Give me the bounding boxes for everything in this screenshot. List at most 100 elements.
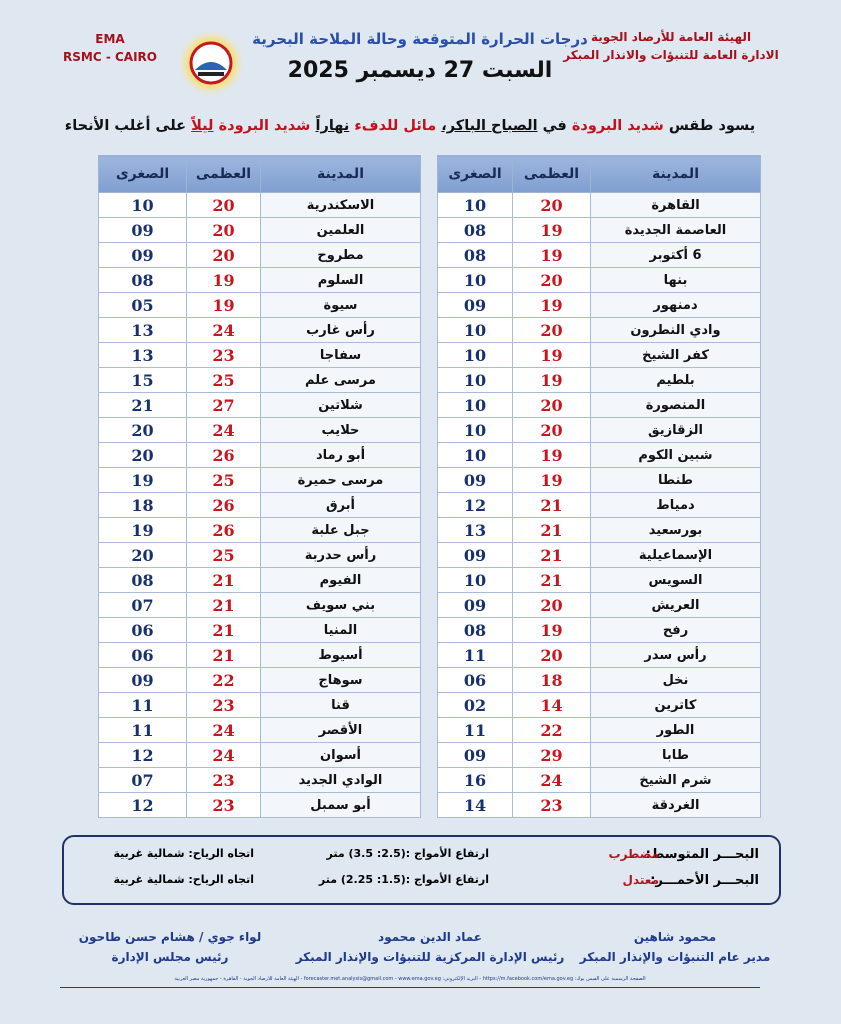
row: شبين الكوم 19 10: [437, 442, 761, 468]
city-cell: السويس: [590, 567, 761, 593]
row: الإسماعيلية 21 09: [437, 542, 761, 568]
max-cell: 25: [186, 542, 261, 568]
city-cell: شلاتين: [260, 392, 421, 418]
min-cell: 12: [437, 492, 513, 518]
row: 6 أكتوبر 19 08: [437, 242, 761, 268]
min-cell: 02: [437, 692, 513, 718]
min-cell: 18: [98, 492, 187, 518]
min-cell: 10: [437, 367, 513, 393]
city-cell: الطور: [590, 717, 761, 743]
city-cell: قنا: [260, 692, 421, 718]
row: أسيوط 21 06: [98, 642, 421, 668]
city-cell: دمنهور: [590, 292, 761, 318]
summary-text: نهاراً: [315, 118, 350, 134]
city-cell: أبو رماد: [260, 442, 421, 468]
row: القاهرة 20 10: [437, 192, 761, 218]
min-cell: 15: [98, 367, 187, 393]
min-cell: 06: [437, 667, 513, 693]
max-cell: 24: [186, 717, 261, 743]
row: حلايب 24 20: [98, 417, 421, 443]
max-cell: 19: [512, 217, 591, 243]
min-cell: 11: [98, 692, 187, 718]
city-cell: رأس غارب: [260, 317, 421, 343]
max-cell: 19: [512, 617, 591, 643]
column-header: العظمى: [186, 155, 261, 193]
row: سفاجا 23 13: [98, 342, 421, 368]
column-header: الصغرى: [437, 155, 513, 193]
city-cell: الإسماعيلية: [590, 542, 761, 568]
row: الوادي الجديد 23 07: [98, 767, 421, 793]
sea-box: البحـــر المتوسط: مضطرب ارتفاع الأمواج :…: [62, 835, 781, 905]
min-cell: 10: [437, 342, 513, 368]
row: الزقازيق 20 10: [437, 417, 761, 443]
row: الاسكندرية 20 10: [98, 192, 421, 218]
max-cell: 26: [186, 442, 261, 468]
footer: الصفحة الرسمية على الفيس بوك: https://m.…: [60, 976, 760, 988]
max-cell: 19: [512, 292, 591, 318]
date: السبت 27 ديسمبر 2025: [287, 58, 553, 83]
signature: عماد الدين محمود رئيس الإدارة المركزية لل…: [285, 927, 575, 967]
max-cell: 21: [512, 567, 591, 593]
city-cell: سفاجا: [260, 342, 421, 368]
min-cell: 09: [437, 542, 513, 568]
max-cell: 20: [186, 242, 261, 268]
min-cell: 20: [98, 417, 187, 443]
city-cell: رأس حدربة: [260, 542, 421, 568]
min-cell: 10: [437, 267, 513, 293]
column-header: المدينة: [260, 155, 421, 193]
city-cell: مرسى علم: [260, 367, 421, 393]
row: رأس حدربة 25 20: [98, 542, 421, 568]
max-cell: 26: [186, 492, 261, 518]
header-left: EMA RSMC - CAIRO: [60, 30, 160, 66]
min-cell: 09: [98, 217, 187, 243]
row: طنطا 19 09: [437, 467, 761, 493]
row: أبرق 26 18: [98, 492, 421, 518]
sea-name: البحـــر المتوسط:: [645, 847, 759, 862]
temperature-table: المدينة العظمى الصغرى القاهرة 20 10 العاصمة ال…: [437, 155, 761, 818]
signer-role: رئيس الإدارة المركزية للتنبؤات والإنذار …: [295, 950, 565, 964]
row: مطروح 20 09: [98, 242, 421, 268]
city-cell: الوادي الجديد: [260, 767, 421, 793]
row: الفيوم 21 08: [98, 567, 421, 593]
row: العلمين 20 09: [98, 217, 421, 243]
city-cell: أسيوط: [260, 642, 421, 668]
sea-waves: ارتفاع الأمواج :(2.5: 3.5) متر: [326, 847, 490, 860]
city-cell: سوهاج: [260, 667, 421, 693]
max-cell: 23: [512, 792, 591, 818]
min-cell: 10: [98, 192, 187, 218]
header-right: الهيئة العامة للأرصاد الجوية الادارة الع…: [556, 28, 786, 64]
row: جبل علبة 26 19: [98, 517, 421, 543]
min-cell: 10: [437, 317, 513, 343]
row: أبو رماد 26 20: [98, 442, 421, 468]
city-cell: الزقازيق: [590, 417, 761, 443]
max-cell: 21: [512, 517, 591, 543]
max-cell: 22: [512, 717, 591, 743]
summary-text: يسود طقس: [668, 118, 756, 134]
summary-text: مائل للدفء: [354, 118, 437, 134]
min-cell: 11: [437, 717, 513, 743]
summary-text: ليلاً: [191, 118, 214, 134]
temperature-table: المدينة العظمى الصغرى الاسكندرية 20 10 العلمين…: [98, 155, 421, 818]
min-cell: 12: [98, 742, 187, 768]
max-cell: 19: [512, 442, 591, 468]
city-cell: شرم الشيخ: [590, 767, 761, 793]
org-code: RSMC - CAIRO: [63, 50, 157, 64]
max-cell: 21: [186, 642, 261, 668]
summary-text: في: [542, 118, 567, 134]
column-header: العظمى: [512, 155, 591, 193]
row: طابا 29 09: [437, 742, 761, 768]
min-cell: 13: [98, 342, 187, 368]
city-cell: بنها: [590, 267, 761, 293]
city-cell: المنصورة: [590, 392, 761, 418]
row: شلاتين 27 21: [98, 392, 421, 418]
row: السويس 21 10: [437, 567, 761, 593]
min-cell: 07: [98, 592, 187, 618]
min-cell: 09: [98, 242, 187, 268]
city-cell: وادي النطرون: [590, 317, 761, 343]
min-cell: 12: [98, 792, 187, 818]
max-cell: 19: [512, 342, 591, 368]
sea-state: مضطرب: [608, 847, 659, 861]
row: المنصورة 20 10: [437, 392, 761, 418]
min-cell: 08: [437, 217, 513, 243]
logo: [178, 30, 244, 96]
